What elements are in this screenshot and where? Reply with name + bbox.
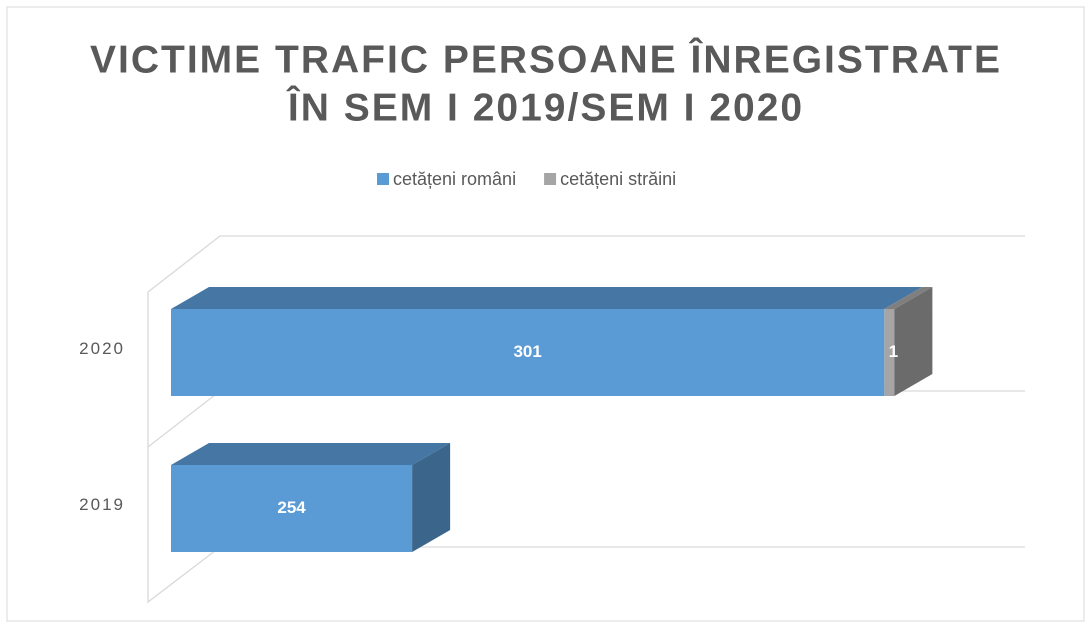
bar: [171, 465, 413, 552]
value-label: 301: [513, 342, 541, 361]
chart-title: VICTIME TRAFIC PERSOANE ÎNREGISTRATE: [90, 37, 1002, 81]
bar-top: [884, 287, 933, 309]
bar-side: [894, 287, 933, 396]
bar-side: [412, 443, 451, 552]
y-tick-label: 2020: [79, 339, 125, 358]
legend-swatch: [544, 173, 557, 185]
legend-swatch: [377, 173, 389, 185]
bar: [171, 309, 885, 396]
bar-top: [171, 287, 923, 309]
legend-label: cetățeni români: [393, 169, 516, 189]
y-tick-label: 2019: [79, 495, 125, 514]
value-label: 254: [277, 498, 306, 517]
chart-title: ÎN SEM I 2019/SEM I 2020: [286, 85, 804, 129]
bar-top: [171, 443, 451, 465]
bar: [884, 309, 895, 396]
legend-label: cetățeni străini: [560, 169, 676, 189]
value-label: 1: [889, 342, 898, 361]
